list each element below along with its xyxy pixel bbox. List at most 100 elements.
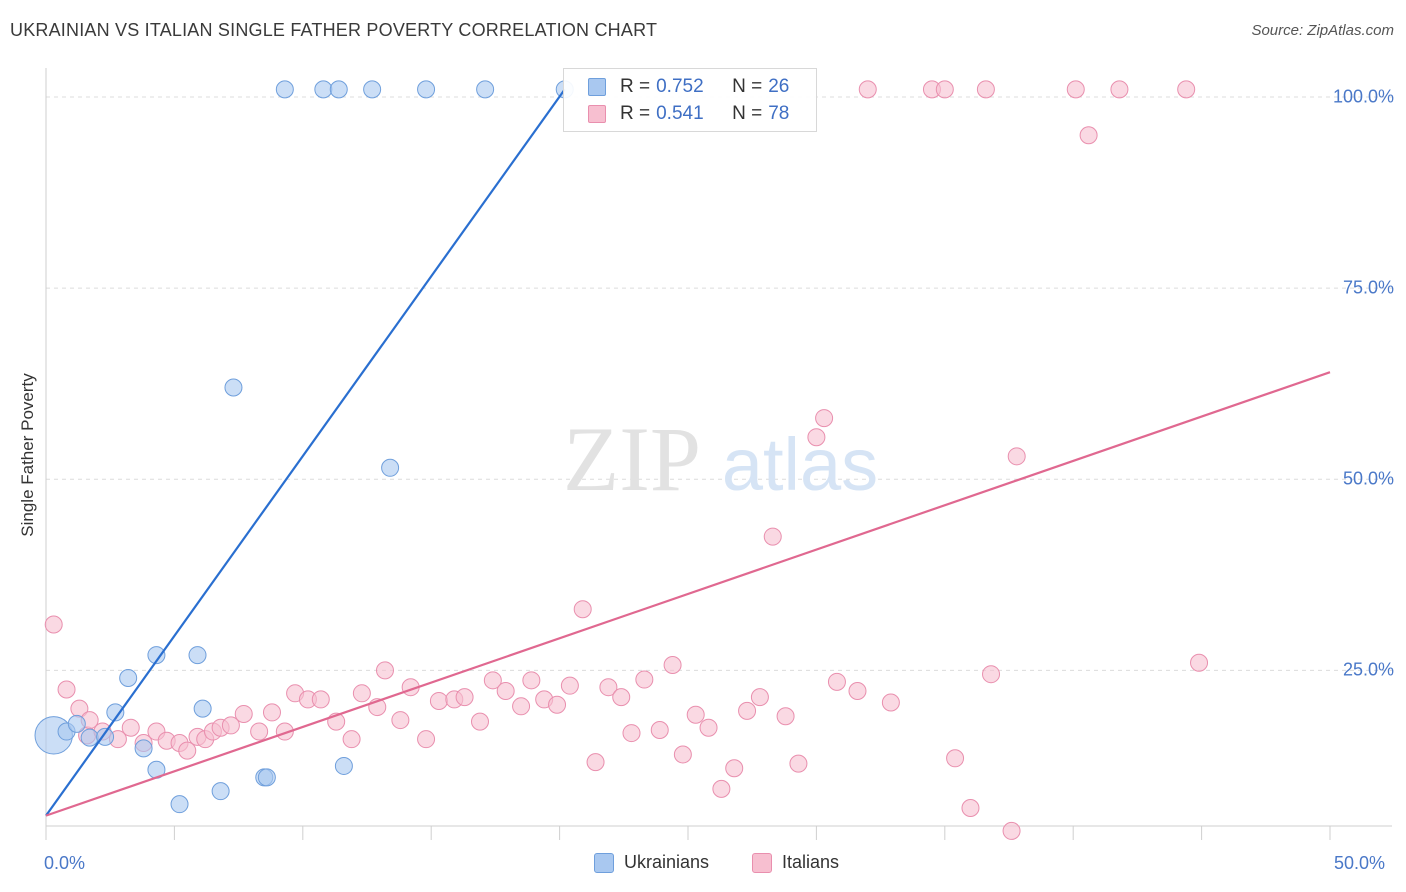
italians-point <box>234 704 253 723</box>
ukrainians-point <box>381 458 400 477</box>
ukrainians-point <box>314 80 333 99</box>
italians-point <box>311 690 330 709</box>
ukrainians-point <box>147 646 166 665</box>
n-value: 26 <box>768 76 790 97</box>
italians-point <box>750 688 769 707</box>
watermark-atlas: atlas <box>722 423 878 506</box>
grid-lines <box>46 96 1392 671</box>
italians-points <box>44 80 1209 840</box>
italians-point <box>250 722 269 741</box>
ukrainians-point <box>275 80 294 99</box>
italians-swatch <box>588 105 606 123</box>
italians-legend-label: Italians <box>782 852 840 872</box>
italians-point <box>663 656 682 675</box>
italians-point <box>496 682 515 701</box>
ukrainians-point <box>193 699 212 718</box>
italians-point <box>961 798 980 817</box>
italians-point <box>57 680 76 699</box>
italians-point <box>1110 80 1129 99</box>
ukrainians-point <box>106 703 125 722</box>
italians-point <box>1177 80 1196 99</box>
n-label: N = <box>732 76 763 97</box>
italians-point <box>881 693 900 712</box>
italians-point <box>1002 821 1021 840</box>
italians-point <box>429 691 448 710</box>
x-tick-label: 0.0% <box>44 853 86 873</box>
italians-point <box>573 600 592 619</box>
bottom-legend-italians: Italians <box>752 852 839 873</box>
italians-point <box>352 684 371 703</box>
italians-point <box>712 779 731 798</box>
italians-point <box>686 705 705 724</box>
r-label: R = <box>620 103 651 124</box>
n-value: 78 <box>768 103 790 124</box>
italians-point <box>455 688 474 707</box>
ukrainians-point <box>417 80 436 99</box>
ukrainians-point <box>257 768 276 787</box>
ukrainians-point <box>170 795 189 814</box>
italians-point <box>776 707 795 726</box>
legend-row-italians: R = 0.541 N = 78 <box>588 102 789 126</box>
italians-point <box>522 671 541 690</box>
italians-point <box>178 741 197 760</box>
italians-trend-line <box>45 371 1331 817</box>
italians-point <box>650 721 669 740</box>
ukrainians-point <box>188 646 207 665</box>
italians-point <box>342 730 361 749</box>
italians-point <box>391 711 410 730</box>
ukrainians-point <box>119 669 138 688</box>
italians-point <box>221 716 240 735</box>
legend-row-ukrainians: R = 0.752 N = 26 <box>588 75 789 99</box>
italians-point <box>807 428 826 447</box>
n-label: N = <box>732 103 763 124</box>
bottom-legend-ukrainians: Ukrainians <box>594 852 709 873</box>
italians-point <box>1190 653 1209 672</box>
italians-point <box>699 718 718 737</box>
ukrainians-legend-label: Ukrainians <box>624 852 710 872</box>
y-tick-label: 50.0% <box>1342 468 1394 489</box>
italians-point <box>858 80 877 99</box>
ukrainians-point <box>80 728 99 747</box>
ukrainians-point <box>96 727 115 746</box>
italians-point <box>121 718 140 737</box>
y-tick-label: 100.0% <box>1332 86 1394 107</box>
ukrainians-point <box>476 80 495 99</box>
italians-point <box>622 724 641 743</box>
ukrainians-point <box>224 378 243 397</box>
italians-point <box>599 678 618 697</box>
italians-point <box>512 697 531 716</box>
chart-title: UKRAINIAN VS ITALIAN SINGLE FATHER POVER… <box>10 20 658 40</box>
italians-point <box>976 80 995 99</box>
italians-legend-swatch <box>752 852 772 873</box>
axes <box>45 68 1392 840</box>
italians-point <box>725 759 744 778</box>
italians-point <box>1007 447 1026 466</box>
x-tick-label: 50.0% <box>1334 853 1386 873</box>
italians-point <box>470 712 489 731</box>
ukrainians-point <box>363 80 382 99</box>
italians-point <box>982 665 1001 684</box>
ukrainians-trend-line <box>45 88 566 817</box>
ukrainians-legend-swatch <box>594 852 614 873</box>
italians-point <box>44 615 63 634</box>
ukrainians-point <box>134 739 153 758</box>
italians-point <box>612 688 631 707</box>
italians-point <box>763 527 782 546</box>
trend-lines <box>45 88 1331 817</box>
ukrainians-swatch <box>588 78 606 96</box>
correlation-legend: R = 0.752 N = 26 R = 0.541 N = 78 <box>563 68 817 132</box>
r-value: 0.541 <box>656 103 704 124</box>
italians-point <box>848 682 867 701</box>
italians-point <box>827 672 846 691</box>
y-tick-label: 75.0% <box>1342 277 1394 298</box>
italians-point <box>815 409 834 428</box>
y-tick-label: 25.0% <box>1342 659 1394 680</box>
italians-point <box>548 695 567 714</box>
ukrainians-point <box>334 756 353 775</box>
ukrainians-point <box>211 782 230 801</box>
italians-point <box>635 670 654 689</box>
italians-point <box>946 749 965 768</box>
ukrainians-point <box>329 80 348 99</box>
italians-point <box>1079 126 1098 145</box>
